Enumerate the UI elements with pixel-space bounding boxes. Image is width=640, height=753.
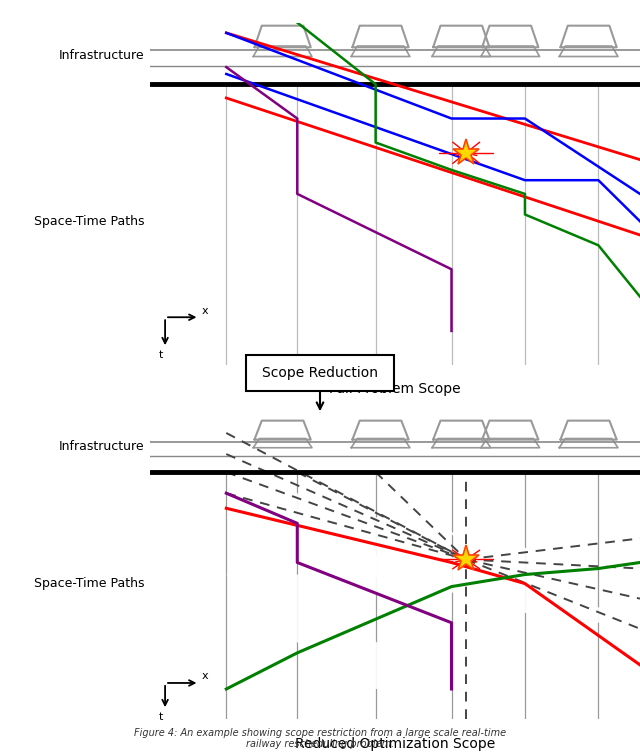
Text: t: t — [158, 712, 163, 721]
Text: t: t — [158, 350, 163, 360]
Text: x: x — [202, 672, 209, 681]
Text: Full Problem Scope: Full Problem Scope — [330, 383, 461, 396]
Text: x: x — [202, 306, 209, 316]
Polygon shape — [454, 587, 640, 623]
Text: Infrastructure: Infrastructure — [58, 440, 144, 453]
Text: Infrastructure: Infrastructure — [58, 49, 144, 62]
Bar — [150, 418, 640, 472]
Polygon shape — [227, 472, 405, 578]
Polygon shape — [227, 517, 503, 593]
Text: Reduced Optimization Scope: Reduced Optimization Scope — [295, 737, 495, 751]
Text: Space-Time Paths: Space-Time Paths — [33, 577, 144, 590]
Text: Scope Reduction: Scope Reduction — [262, 366, 378, 380]
Polygon shape — [449, 532, 581, 587]
Bar — [150, 23, 640, 84]
Text: Space-Time Paths: Space-Time Paths — [33, 215, 144, 228]
Text: Figure 4: An example showing scope restriction from a large scale real-time
rail: Figure 4: An example showing scope restr… — [134, 727, 506, 749]
Polygon shape — [227, 575, 424, 689]
